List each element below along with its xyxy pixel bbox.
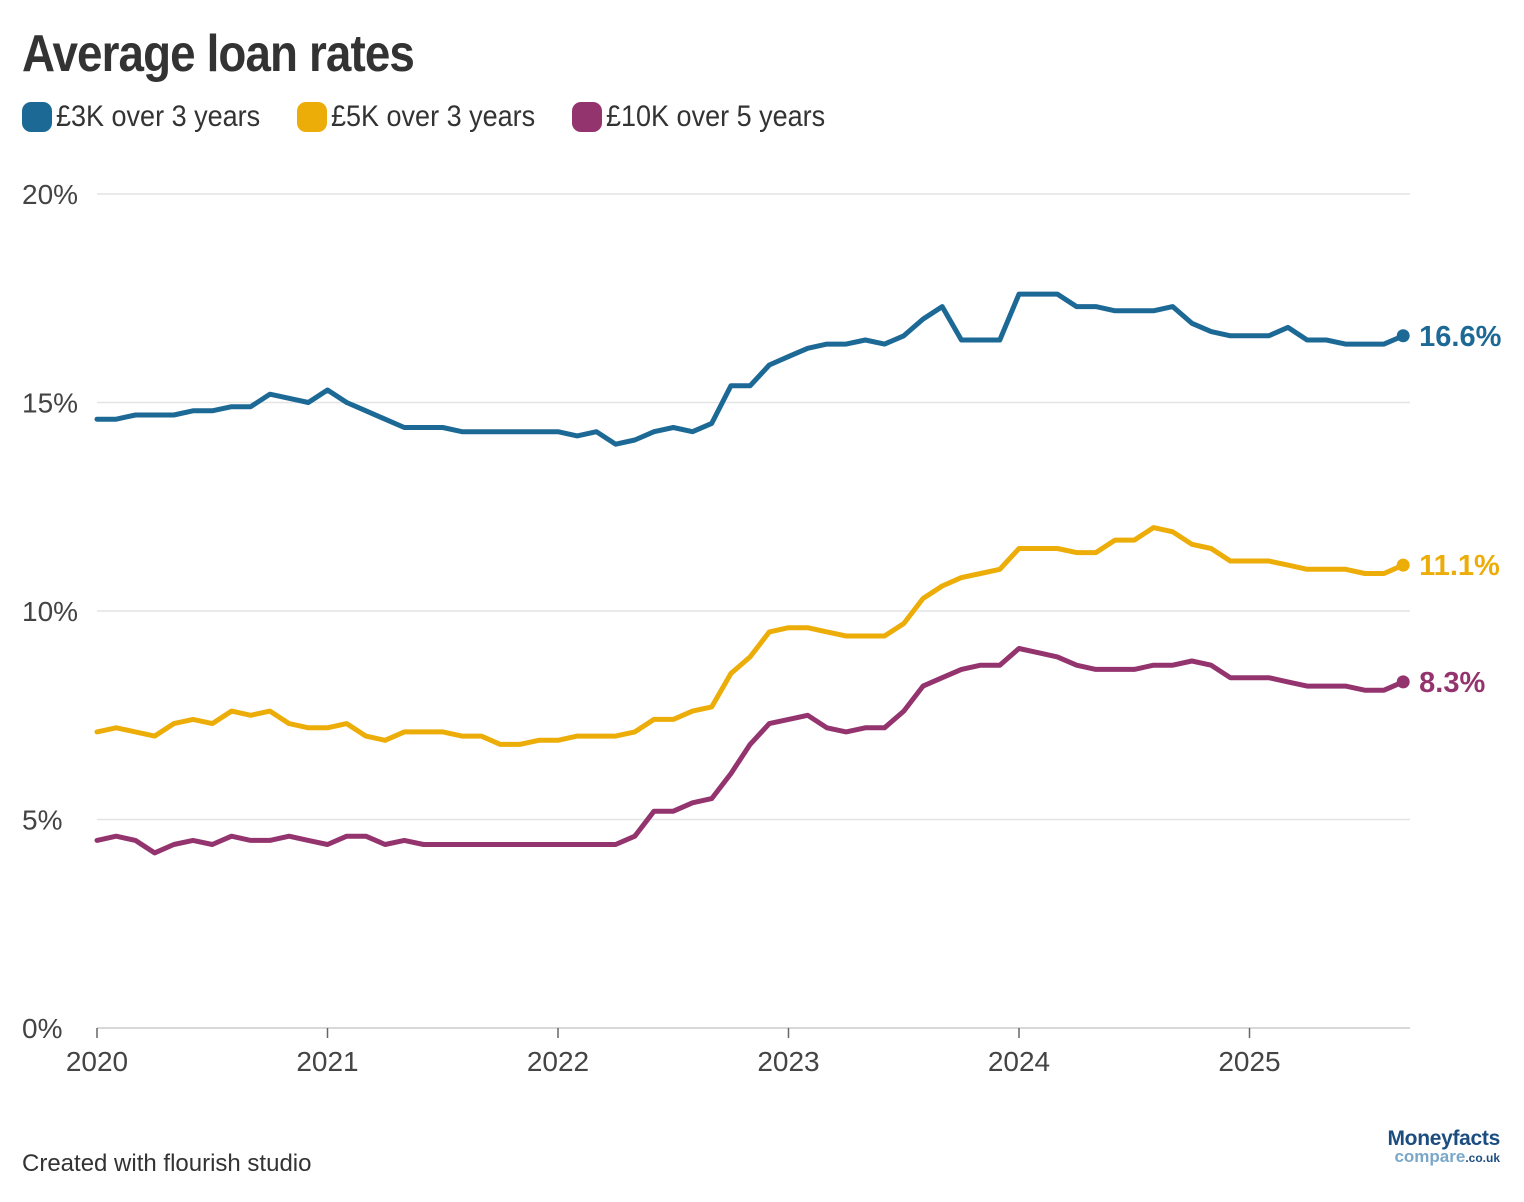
y-tick-label: 10% [22,596,78,627]
series-lines [94,291,1410,856]
legend-swatch-10k [571,102,602,132]
footer-credit: Created with flourish studio [22,1150,312,1177]
y-tick-label: 0% [22,1013,62,1044]
x-tick-label: 2021 [296,1046,358,1077]
moneyfacts-logo[interactable]: Moneyfacts compare.co.uk [1387,1128,1500,1165]
x-tick-label: 2024 [988,1046,1050,1077]
x-tick-label: 2022 [527,1046,589,1077]
y-tick-label: 20% [22,179,78,210]
series-line-1[interactable] [94,525,1406,747]
y-tick-label: 15% [22,388,78,419]
legend-swatch-5k [296,102,327,132]
series-end-label-0: 16.6% [1419,321,1501,353]
gridlines: 0% 5% 10% 15% 20% [22,179,1410,1044]
end-labels: 16.6% 11.1% 8.3% [1419,321,1501,699]
logo-line1: Moneyfacts [1387,1127,1500,1150]
chart-title: Average loan rates [22,25,415,83]
y-tick-label: 5% [22,805,62,836]
legend-item-5k[interactable]: £5K over 3 years [296,100,558,134]
legend-swatch-3k [22,102,52,132]
logo-word: compare [1394,1147,1466,1166]
chart-legend: £3K over 3 years £5K over 3 years £10K o… [22,100,863,134]
logo-domain: .co.uk [1465,1151,1500,1165]
series-end-label-2: 8.3% [1419,667,1485,699]
legend-item-10k[interactable]: £10K over 5 years [571,100,849,134]
legend-label-5k: £5K over 3 years [330,100,535,133]
x-tick-label: 2020 [66,1046,128,1077]
logo-line2: compare.co.uk [1387,1148,1500,1165]
series-end-point-1[interactable] [1396,558,1410,572]
x-tick-label: 2023 [757,1046,819,1077]
legend-label-10k: £10K over 5 years [605,100,825,133]
series-line-2[interactable] [94,646,1406,856]
series-line-0[interactable] [94,291,1406,447]
x-axis: 2020 2021 2022 2023 2024 2025 [66,1027,1410,1077]
series-end-point-0[interactable] [1396,329,1410,343]
series-end-point-2[interactable] [1396,675,1410,689]
legend-item-3k[interactable]: £3K over 3 years [22,100,283,134]
series-end-label-1: 11.1% [1419,550,1500,582]
legend-label-3k: £3K over 3 years [56,100,261,133]
x-tick-label: 2025 [1218,1046,1280,1077]
